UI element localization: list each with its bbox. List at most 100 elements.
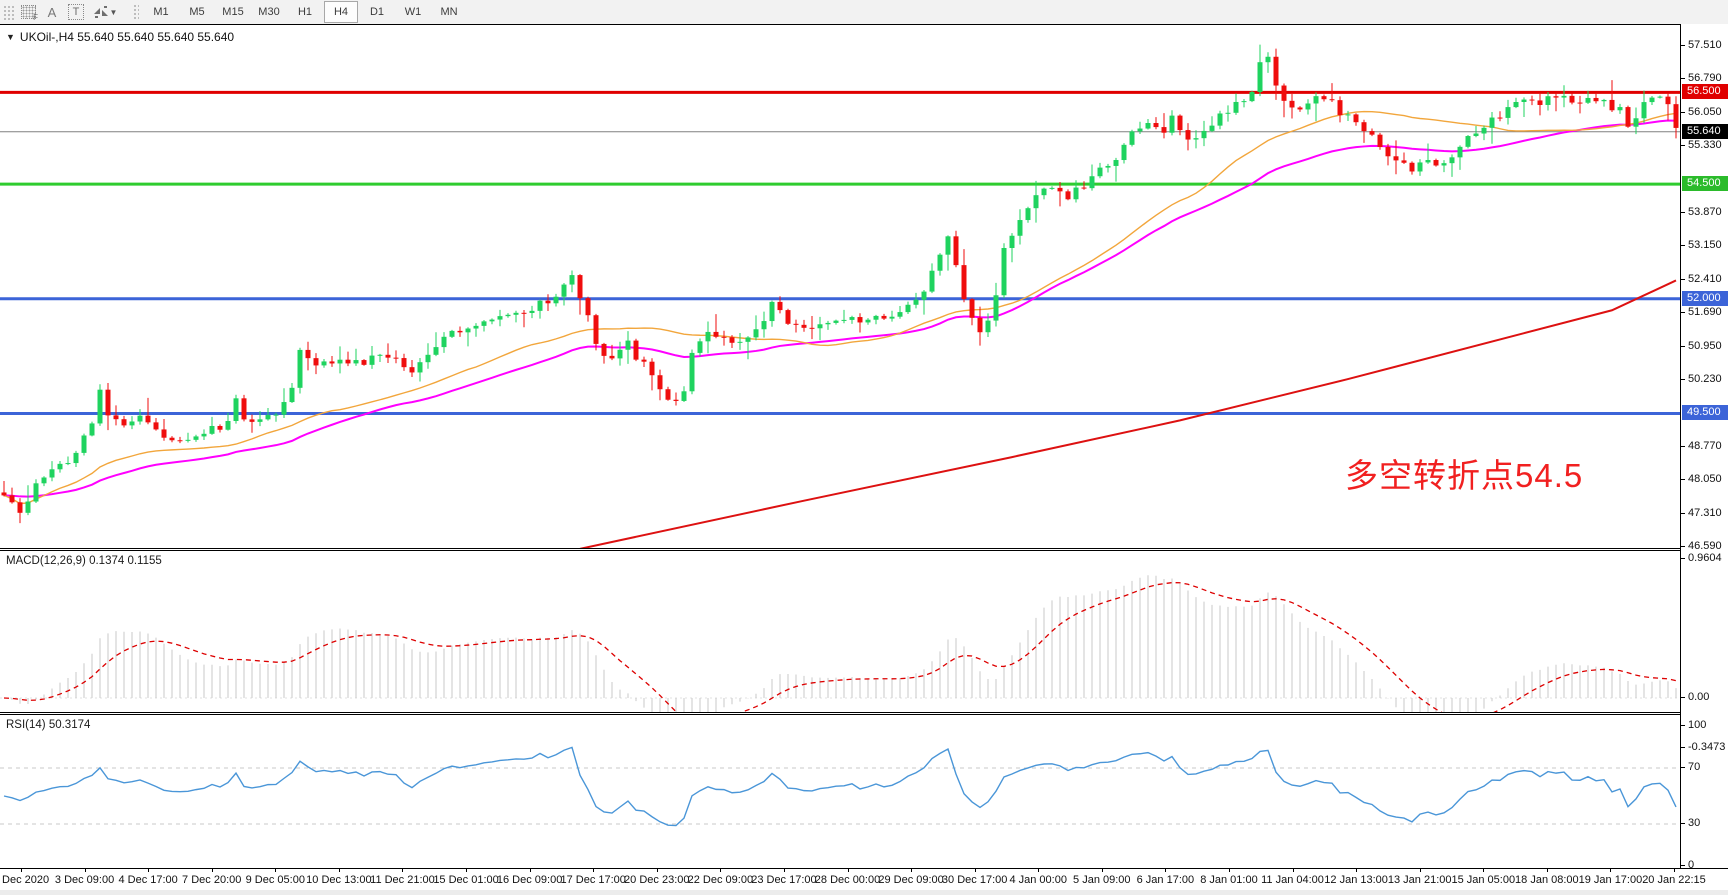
candle-body bbox=[369, 355, 375, 365]
price-axis-label: 50.230 bbox=[1688, 373, 1722, 385]
candle-body bbox=[1481, 127, 1487, 134]
time-axis-label: 7 Dec 20:00 bbox=[182, 874, 242, 886]
candle-body bbox=[553, 296, 559, 304]
timeframe-button-W1[interactable]: W1 bbox=[404, 6, 422, 18]
axis-tick bbox=[1681, 379, 1685, 380]
candle-body bbox=[817, 324, 823, 329]
candle-body bbox=[489, 319, 495, 322]
candle-body bbox=[1185, 130, 1191, 140]
candle-body bbox=[225, 420, 231, 430]
rsi-canvas[interactable] bbox=[0, 716, 1681, 869]
timeframe-button-M30[interactable]: M30 bbox=[258, 6, 280, 18]
timeframe-button-M1[interactable]: M1 bbox=[153, 6, 169, 18]
symbol-collapse-icon[interactable]: ▼ bbox=[6, 32, 15, 42]
candle-body bbox=[257, 419, 263, 422]
candle-body bbox=[625, 340, 631, 350]
candle-body bbox=[1097, 167, 1103, 177]
candle-body bbox=[809, 327, 815, 329]
pane-separator-rsi[interactable] bbox=[0, 712, 1728, 715]
axis-tick bbox=[1681, 546, 1685, 547]
candle-body bbox=[297, 349, 303, 388]
axis-tick bbox=[1681, 111, 1685, 113]
timeframe-toolbar-gripper[interactable] bbox=[132, 3, 139, 21]
candle-body bbox=[673, 399, 679, 401]
candle-body bbox=[1353, 114, 1359, 123]
candle-body bbox=[1641, 102, 1647, 119]
time-tick bbox=[148, 869, 150, 872]
price-chart-canvas[interactable] bbox=[0, 25, 1681, 548]
rsi-axis-label: 100 bbox=[1688, 719, 1707, 731]
dotted-grid-icon[interactable]: F bbox=[18, 3, 38, 22]
candle-body bbox=[433, 347, 439, 355]
ma-long-line bbox=[579, 279, 1677, 548]
time-axis-label: 3 Dec 09:00 bbox=[54, 874, 115, 886]
candle-body bbox=[345, 359, 351, 364]
candle-body bbox=[561, 284, 567, 297]
price-axis-label: 53.870 bbox=[1688, 206, 1722, 218]
time-tick bbox=[720, 869, 722, 872]
candle-body bbox=[569, 275, 575, 285]
candle-body bbox=[1465, 136, 1471, 147]
candle-body bbox=[1529, 99, 1535, 101]
axis-tick bbox=[1681, 445, 1685, 447]
axis-tick bbox=[1681, 767, 1685, 768]
candle-body bbox=[833, 320, 839, 323]
candle-body bbox=[217, 425, 223, 430]
candle-body bbox=[1313, 96, 1319, 104]
candle-body bbox=[393, 357, 399, 359]
candle-body bbox=[1249, 91, 1255, 102]
rsi-pane[interactable]: RSI(14) 50.3174 bbox=[0, 716, 1681, 869]
candle-body bbox=[1321, 96, 1327, 100]
timeframe-button-H1[interactable]: H1 bbox=[297, 6, 313, 18]
candle-body bbox=[1497, 117, 1503, 119]
candle-body bbox=[1233, 101, 1239, 113]
macd-axis-label: 0.9604 bbox=[1688, 552, 1722, 564]
candle-body bbox=[1265, 56, 1271, 63]
price-axis[interactable]: 57.510 56.790 56.050 55.330 53.870 53.150 52.4… bbox=[1680, 24, 1728, 871]
timeframe-button-D1[interactable]: D1 bbox=[369, 6, 385, 18]
price-tag-49.500: 49.500 bbox=[1682, 405, 1728, 421]
candle-body bbox=[305, 349, 311, 359]
candle-body bbox=[265, 415, 271, 420]
candle-body bbox=[1585, 97, 1591, 103]
timeframe-button-M5[interactable]: M5 bbox=[189, 6, 205, 18]
pane-separator-macd[interactable] bbox=[0, 548, 1728, 551]
candle-body bbox=[137, 415, 143, 422]
candle-body bbox=[577, 275, 583, 299]
candle-body bbox=[1217, 113, 1223, 126]
candle-body bbox=[1241, 101, 1247, 103]
candle-body bbox=[9, 495, 15, 503]
candle-body bbox=[1601, 99, 1607, 102]
timeframe-button-H4[interactable]: H4 bbox=[324, 1, 358, 23]
time-tick bbox=[1038, 869, 1040, 872]
time-tick bbox=[466, 869, 468, 872]
cursor-mode-icon[interactable]: ▼ bbox=[90, 3, 120, 21]
macd-canvas[interactable] bbox=[0, 552, 1681, 712]
candle-body bbox=[1369, 131, 1375, 135]
label-tool-icon[interactable]: A bbox=[47, 4, 57, 20]
axis-tick bbox=[1681, 558, 1685, 559]
timeframe-button-M15[interactable]: M15 bbox=[222, 6, 244, 18]
time-tick bbox=[1228, 869, 1230, 872]
rsi-axis-label: 30 bbox=[1688, 817, 1701, 829]
candle-body bbox=[1193, 138, 1199, 140]
candle-body bbox=[953, 236, 959, 266]
candle-body bbox=[441, 336, 447, 348]
candle-body bbox=[41, 477, 47, 484]
price-axis-label: 50.950 bbox=[1688, 339, 1722, 352]
timeframe-button-MN[interactable]: MN bbox=[440, 6, 458, 18]
candle-body bbox=[505, 314, 511, 317]
toolbar-gripper[interactable] bbox=[2, 4, 16, 20]
price-chart-pane[interactable]: ▼ UKOil-,H4 55.640 55.640 55.640 55.640 … bbox=[0, 25, 1681, 548]
candle-body bbox=[1625, 107, 1631, 127]
candle-body bbox=[1553, 96, 1559, 98]
time-axis[interactable]: 2 Dec 2020 3 Dec 09:004 Dec 17:00 7 Dec 20… bbox=[0, 868, 1728, 890]
text-tool-icon[interactable]: T bbox=[66, 3, 86, 21]
candle-body bbox=[1673, 104, 1679, 128]
macd-pane[interactable]: MACD(12,26,9) 0.1374 0.1155 bbox=[0, 552, 1681, 712]
candle-body bbox=[1169, 115, 1175, 133]
candle-body bbox=[353, 360, 359, 364]
candle-body bbox=[1305, 103, 1311, 110]
candle-body bbox=[49, 469, 55, 478]
candle-body bbox=[409, 367, 415, 373]
